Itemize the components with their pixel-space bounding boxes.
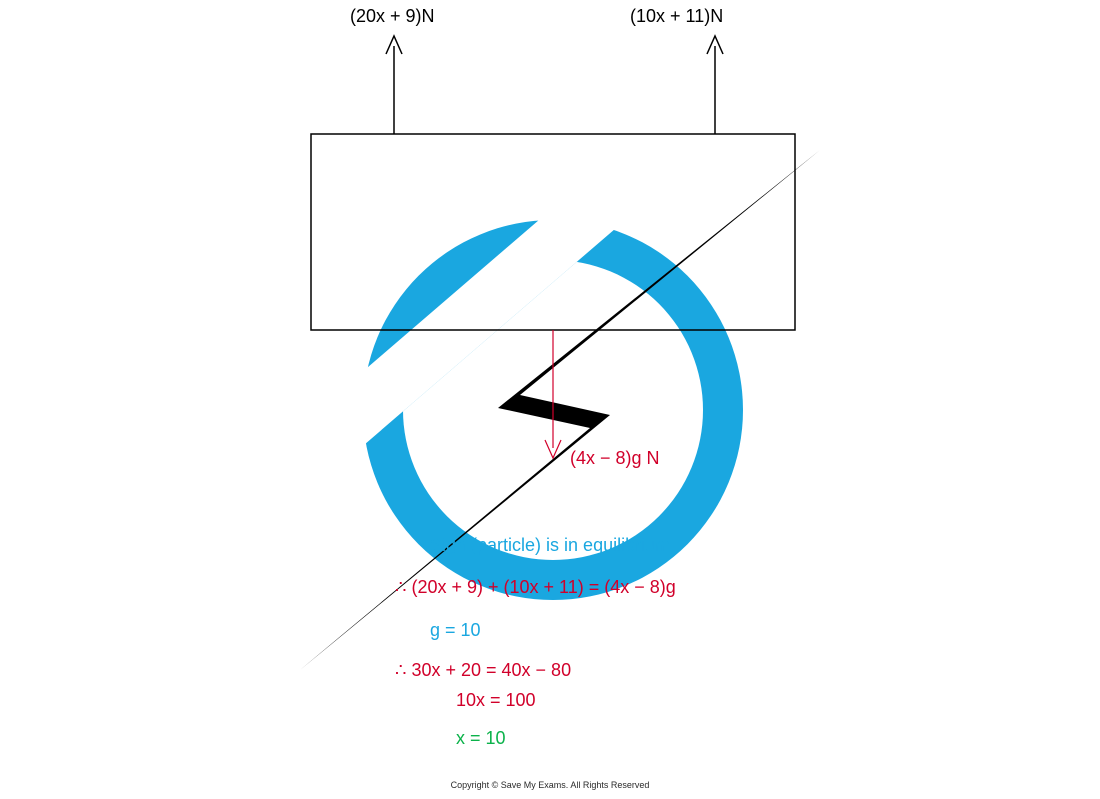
left-tension-arrow bbox=[386, 36, 402, 134]
step-6: x = 10 bbox=[456, 728, 506, 750]
step-5: 10x = 100 bbox=[456, 690, 536, 712]
weight-arrow bbox=[545, 330, 561, 458]
right-tension-arrow bbox=[707, 36, 723, 134]
right-force-label: (10x + 11)N bbox=[630, 6, 723, 28]
step-3: g = 10 bbox=[430, 620, 481, 642]
copyright-footer: Copyright © Save My Exams. All Rights Re… bbox=[0, 780, 1100, 790]
sign-box bbox=[311, 134, 795, 330]
left-force-label: (20x + 9)N bbox=[350, 6, 435, 28]
diagram-stage: (20x + 9)N (10x + 11)N (4x − 8)g N Sign … bbox=[0, 0, 1100, 799]
step-2: ∴ (20x + 9) + (10x + 11) = (4x − 8)g bbox=[395, 577, 676, 599]
step-1: Sign (particle) is in equilibrium bbox=[430, 535, 670, 557]
weight-label: (4x − 8)g N bbox=[570, 448, 660, 470]
step-4: ∴ 30x + 20 = 40x − 80 bbox=[395, 660, 571, 682]
